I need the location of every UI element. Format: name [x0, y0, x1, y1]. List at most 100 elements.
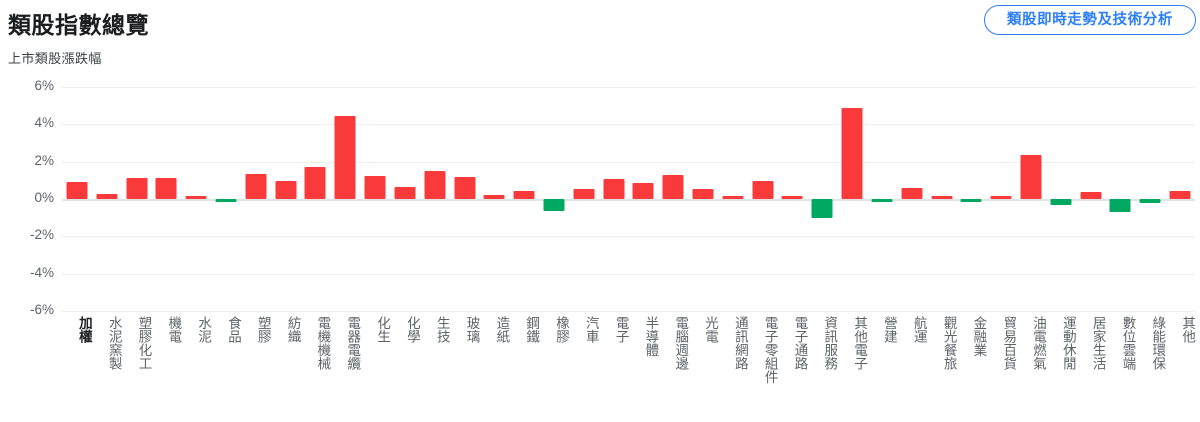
x-axis-label: 營建 [881, 316, 897, 343]
bar[interactable] [1080, 191, 1102, 199]
x-axis-label: 其他 [1180, 316, 1196, 343]
bar[interactable] [573, 188, 595, 199]
y-axis-tick-label: 0% [34, 190, 54, 205]
bar-slot[interactable] [330, 87, 360, 311]
bar[interactable] [96, 193, 118, 199]
x-axis-label: 光電 [703, 316, 719, 343]
x-axis-label: 綠能環保 [1150, 316, 1166, 370]
bar[interactable] [1020, 155, 1042, 199]
bar[interactable] [990, 196, 1012, 199]
bar[interactable] [155, 177, 177, 199]
bar[interactable] [275, 181, 297, 199]
bar-slot[interactable] [390, 87, 420, 311]
page-header: 類股指數總覽 類股即時走勢及技術分析 [0, 0, 1200, 46]
bar-slot[interactable] [479, 87, 509, 311]
x-axis-label: 汽車 [583, 316, 599, 343]
bar[interactable] [304, 167, 326, 199]
bar[interactable] [394, 186, 416, 199]
bar-slot[interactable] [271, 87, 301, 311]
bar-slot[interactable] [151, 87, 181, 311]
bar-slot[interactable] [629, 87, 659, 311]
bar-slot[interactable] [986, 87, 1016, 311]
x-axis-label: 橡膠 [553, 316, 569, 343]
gridline [62, 311, 1195, 312]
bar-slot[interactable] [509, 87, 539, 311]
bar-slot[interactable] [927, 87, 957, 311]
bar-slot[interactable] [1016, 87, 1046, 311]
x-axis-label: 加權 [76, 316, 92, 343]
bar[interactable] [126, 178, 148, 199]
bar[interactable] [1139, 199, 1161, 203]
bar[interactable] [662, 175, 684, 199]
bar[interactable] [871, 199, 893, 202]
bar[interactable] [1109, 199, 1131, 213]
bar-slot[interactable] [301, 87, 331, 311]
bar[interactable] [901, 188, 923, 199]
bar[interactable] [931, 196, 953, 199]
bar-slot[interactable] [450, 87, 480, 311]
y-axis-tick-label: -4% [29, 264, 54, 280]
bar[interactable] [841, 108, 863, 199]
x-axis-label: 貿易百貨 [1001, 316, 1017, 370]
bar-slot[interactable] [360, 87, 390, 311]
bar-slot[interactable] [62, 87, 92, 311]
x-axis-label: 電子通路 [792, 316, 808, 370]
bar-slot[interactable] [778, 87, 808, 311]
bar[interactable] [424, 171, 446, 199]
bar-slot[interactable] [599, 87, 629, 311]
bar-slot[interactable] [1076, 87, 1106, 311]
bar[interactable] [364, 175, 386, 199]
x-axis-label: 塑膠化工 [136, 316, 152, 370]
realtime-trend-analysis-button[interactable]: 類股即時走勢及技術分析 [983, 5, 1196, 35]
bar-slot[interactable] [1165, 87, 1195, 311]
x-axis-label: 通訊網路 [732, 316, 748, 370]
bar-slot[interactable] [807, 87, 837, 311]
bar[interactable] [513, 190, 535, 199]
bar-slot[interactable] [837, 87, 867, 311]
bar[interactable] [811, 199, 833, 218]
bar-slot[interactable] [92, 87, 122, 311]
x-axis-label: 電腦週邊 [673, 316, 689, 370]
bar[interactable] [185, 196, 207, 199]
bar-slot[interactable] [1135, 87, 1165, 311]
bar-slot[interactable] [211, 87, 241, 311]
bar-slot[interactable] [658, 87, 688, 311]
bar-slot[interactable] [897, 87, 927, 311]
bar-slot[interactable] [241, 87, 271, 311]
bar-slot[interactable] [1106, 87, 1136, 311]
bar[interactable] [722, 196, 744, 199]
bar[interactable] [215, 199, 237, 202]
bar-slot[interactable] [867, 87, 897, 311]
bar[interactable] [543, 199, 565, 211]
bar-slot[interactable] [181, 87, 211, 311]
bar[interactable] [1050, 199, 1072, 205]
x-axis-label: 食品 [225, 316, 241, 343]
gridline [62, 87, 1195, 88]
bar[interactable] [781, 196, 803, 199]
bar[interactable] [334, 115, 356, 199]
gridline [62, 236, 1195, 238]
bar[interactable] [245, 173, 267, 199]
bar[interactable] [632, 182, 654, 199]
plot-area [62, 87, 1195, 312]
bar[interactable] [603, 178, 625, 199]
bar[interactable] [483, 194, 505, 199]
bar-slot[interactable] [688, 87, 718, 311]
bar[interactable] [1169, 190, 1191, 199]
x-axis-label: 觀光餐旅 [941, 316, 957, 370]
bar[interactable] [454, 176, 475, 199]
bar-slot[interactable] [1046, 87, 1076, 311]
bar-slot[interactable] [718, 87, 748, 311]
bar-slot[interactable] [539, 87, 569, 311]
x-axis-label: 居家生活 [1090, 316, 1106, 370]
bar[interactable] [960, 199, 982, 203]
chart-subtitle: 上市類股漲跌幅 [8, 51, 102, 66]
bar-slot[interactable] [956, 87, 986, 311]
bar-slot[interactable] [420, 87, 450, 311]
bar-slot[interactable] [748, 87, 778, 311]
bar[interactable] [66, 182, 88, 199]
bar[interactable] [752, 180, 774, 199]
bar[interactable] [692, 189, 714, 199]
bar-slot[interactable] [122, 87, 152, 311]
bar-slot[interactable] [569, 87, 599, 311]
